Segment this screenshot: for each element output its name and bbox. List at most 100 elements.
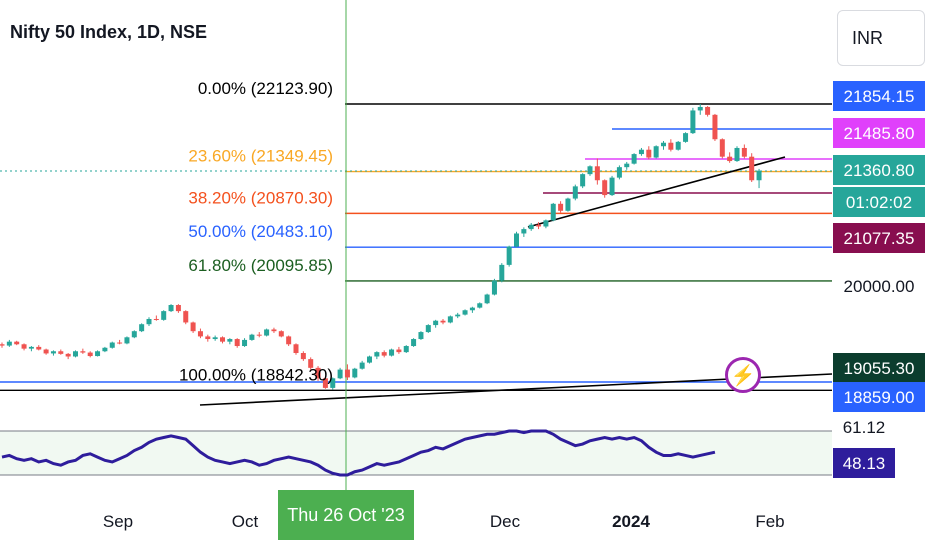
- candlestick-series: [0, 103, 762, 390]
- candle-body: [491, 280, 497, 295]
- candle-body: [734, 147, 740, 162]
- fib-label: 50.00% (20483.10): [188, 222, 333, 241]
- candle-body: [609, 177, 615, 196]
- candle-body: [95, 351, 101, 357]
- candle-body: [344, 369, 350, 378]
- candle-body: [587, 166, 593, 175]
- time-scale[interactable]: Sep Oct Dec 2024 Feb: [103, 512, 785, 531]
- fib-label: 61.80% (20095.85): [188, 256, 333, 275]
- candle-body: [139, 324, 145, 332]
- candle-body: [367, 356, 372, 363]
- candle-body: [271, 329, 277, 332]
- price-label: 01:02:02: [846, 193, 912, 212]
- candle-body: [381, 352, 387, 356]
- candle-body: [558, 203, 564, 211]
- candle-body: [43, 349, 49, 354]
- rsi-series: [1, 429, 716, 477]
- fib-label: 100.00% (18842.30): [179, 365, 333, 384]
- time-tick-label: Oct: [232, 512, 259, 531]
- candle-body: [756, 170, 762, 181]
- candle-body: [300, 353, 306, 360]
- candle-body: [286, 336, 292, 345]
- candle-body: [572, 186, 578, 199]
- candle-body: [447, 316, 453, 323]
- candle-body: [616, 167, 622, 178]
- candle-body: [58, 351, 64, 354]
- price-label-bg: [833, 382, 925, 412]
- trend-line: [527, 156, 786, 228]
- fib-label: 0.00% (22123.90): [198, 79, 333, 98]
- price-label: 21485.80: [844, 124, 915, 143]
- candle-body: [506, 246, 512, 265]
- candle-body: [205, 336, 211, 340]
- candle-body: [455, 314, 461, 317]
- candle-body: [212, 337, 218, 340]
- rsi-label: 61.12: [843, 418, 886, 437]
- candle-body: [65, 353, 71, 357]
- price-label-bg: [833, 187, 925, 217]
- candle-body: [322, 378, 328, 388]
- candle-body: [227, 339, 233, 342]
- candle-body: [484, 294, 490, 304]
- price-label-bg: [833, 81, 925, 111]
- candle-body: [80, 351, 86, 353]
- candle-body: [433, 320, 439, 326]
- candle-body: [256, 334, 262, 336]
- candle-body: [87, 352, 93, 357]
- rsi-line: [1, 429, 716, 477]
- fib-labels: 0.00% (22123.90) 23.60% (21349.45) 38.20% …: [179, 79, 333, 384]
- candle-body: [683, 133, 689, 142]
- candle-body: [550, 203, 556, 221]
- candle-body: [168, 305, 174, 312]
- candle-body: [675, 141, 681, 150]
- candle-body: [183, 311, 189, 323]
- candle-body: [602, 180, 608, 196]
- candle-body: [536, 224, 542, 227]
- candle-body: [278, 331, 284, 337]
- candle-body: [50, 351, 56, 354]
- candle-body: [690, 110, 696, 134]
- candle-body: [594, 166, 600, 181]
- candle-body: [337, 369, 343, 379]
- price-scale[interactable]: 21854.15 21485.80 21360.80 01:02:02 21077.35…: [833, 81, 925, 412]
- candle-body: [175, 305, 181, 312]
- candle-body: [712, 114, 718, 140]
- candle-body: [499, 264, 505, 281]
- candle-body: [425, 325, 431, 333]
- time-tick-label: Dec: [490, 512, 521, 531]
- time-tick-label: Feb: [755, 512, 784, 531]
- candle-body: [131, 331, 137, 338]
- candle-body: [124, 337, 130, 344]
- candle-body: [197, 331, 203, 337]
- candle-body: [315, 367, 321, 379]
- candle-body: [653, 146, 659, 158]
- candle-body: [36, 346, 42, 350]
- candle-body: [705, 106, 711, 115]
- currency-button[interactable]: INR: [837, 10, 925, 66]
- fib-label: 38.20% (20870.30): [188, 188, 333, 207]
- candle-body: [624, 163, 630, 168]
- candle-body: [661, 142, 666, 147]
- time-tick-label: 2024: [612, 512, 650, 531]
- candle-body: [374, 352, 380, 357]
- candle-body: [697, 106, 703, 111]
- rsi-scale[interactable]: 61.12 48.13: [833, 418, 895, 478]
- candle-body: [264, 329, 270, 336]
- candle-body: [117, 342, 123, 344]
- candle-body: [514, 233, 519, 247]
- candle-body: [102, 347, 108, 352]
- candle-body: [146, 318, 152, 325]
- candle-body: [580, 174, 586, 187]
- lightning-bolt-icon[interactable]: ⚡: [725, 357, 761, 393]
- candle-body: [161, 311, 167, 320]
- fib-label: 23.60% (21349.45): [188, 147, 333, 166]
- candle-body: [109, 342, 115, 348]
- price-label-bg: [833, 118, 925, 148]
- candle-body: [440, 320, 446, 323]
- candle-body: [668, 142, 674, 150]
- rsi-label: 48.13: [843, 454, 886, 473]
- price-label: 20000.00: [844, 277, 915, 296]
- price-label-bg: [833, 155, 925, 185]
- fib-lines: [0, 0, 833, 490]
